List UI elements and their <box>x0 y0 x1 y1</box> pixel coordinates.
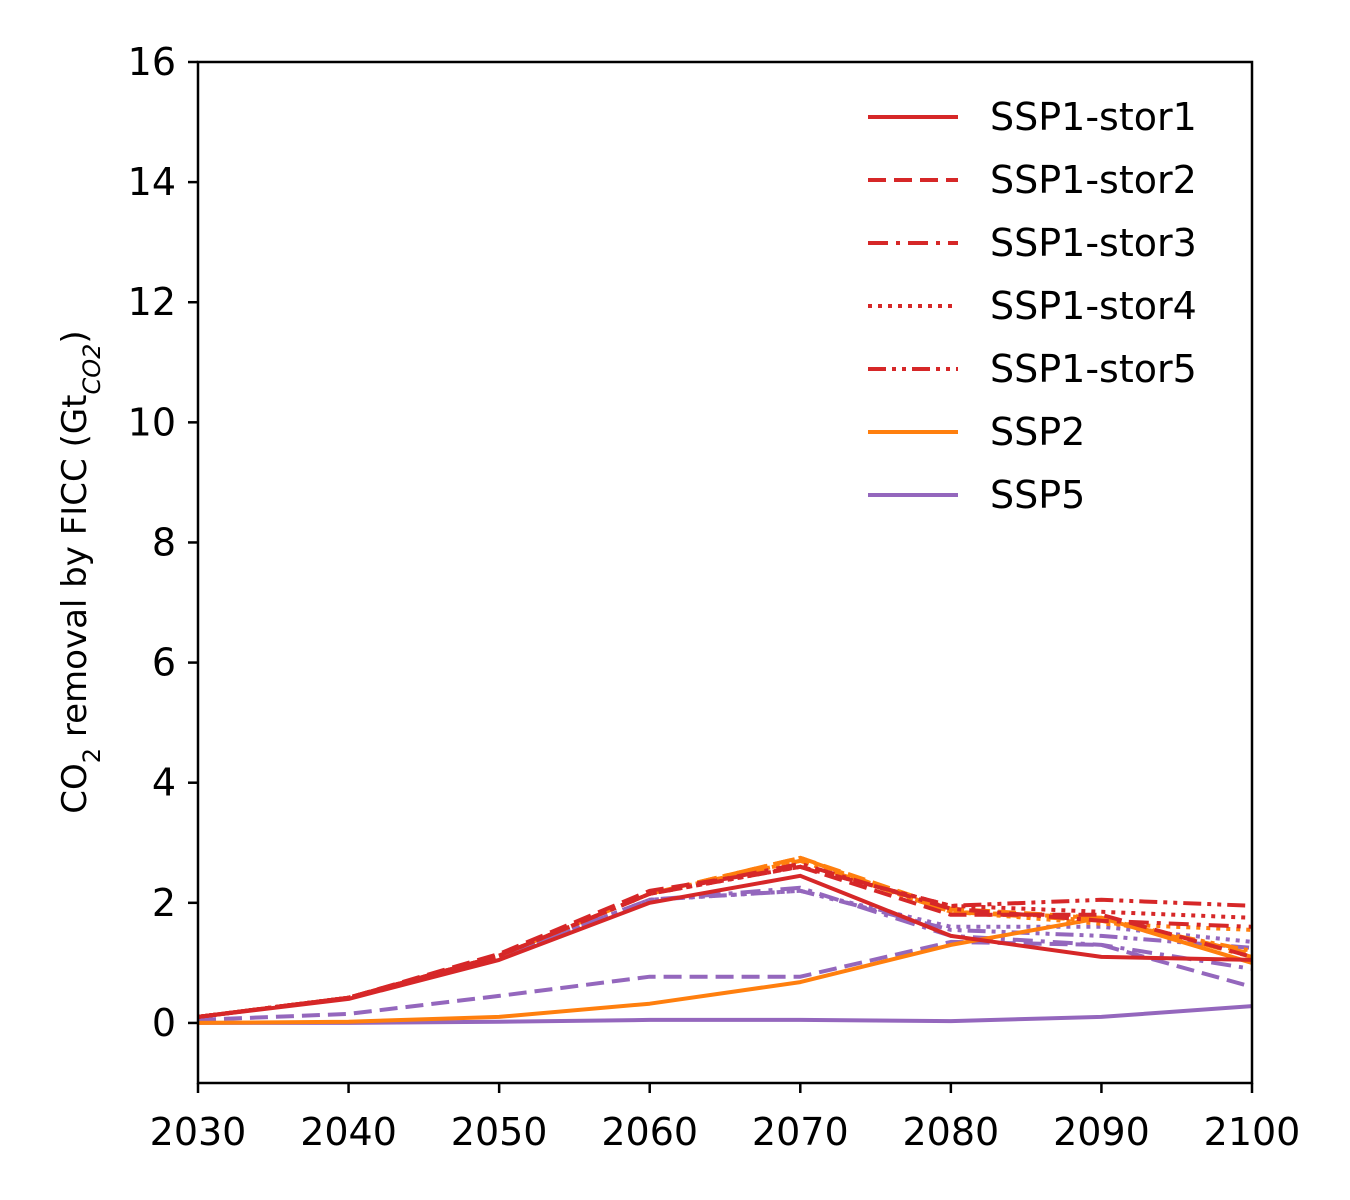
legend-label: SSP1-stor3 <box>990 221 1197 265</box>
x-tick-label: 2060 <box>601 1110 698 1154</box>
series-line <box>198 939 1252 1022</box>
x-tick-label: 2040 <box>300 1110 397 1154</box>
y-tick-label: 6 <box>152 641 176 685</box>
y-tick-label: 8 <box>152 520 176 564</box>
y-tick-label: 0 <box>152 1001 176 1045</box>
y-axis-label-prefix-sub: 2 <box>78 748 106 763</box>
y-tick-label: 16 <box>128 40 176 84</box>
y-axis-label-prefix: CO <box>55 763 95 814</box>
plot-frame <box>196 60 1254 1085</box>
y-tick-label: 4 <box>152 761 176 805</box>
legend-label: SSP1-stor5 <box>990 347 1197 391</box>
y-tick-label: 12 <box>128 280 176 324</box>
y-tick-label: 10 <box>128 400 176 444</box>
y-tick-label: 14 <box>128 160 176 204</box>
x-tick-label: 2070 <box>752 1110 849 1154</box>
x-tick-label: 2050 <box>451 1110 548 1154</box>
legend-label: SSP1-stor1 <box>990 95 1197 139</box>
x-tick-label: 2100 <box>1204 1110 1301 1154</box>
legend-label: SSP5 <box>990 473 1085 517</box>
series-line <box>198 864 1252 1019</box>
y-axis-label: CO2 removal by FICC (GtCO2) <box>55 330 106 813</box>
legend-label: SSP2 <box>990 410 1085 454</box>
legend-label: SSP1-stor4 <box>990 284 1197 328</box>
y-axis-label-suffix: ) <box>55 330 95 343</box>
plot-area <box>196 60 1254 1085</box>
y-axis-label-main: removal by FICC (Gt <box>55 394 95 747</box>
legend: SSP1-stor1 SSP1-stor2 SSP1-stor3 SSP1-stor4… <box>868 95 1197 517</box>
x-tick-label: 2030 <box>150 1110 247 1154</box>
x-tick-label: 2090 <box>1053 1110 1150 1154</box>
series-line <box>198 915 1252 1025</box>
series-layer <box>198 855 1252 1025</box>
y-axis: 0 2 4 6 8 10 12 14 16 <box>128 40 198 1045</box>
x-axis: 2030 2040 2050 2060 2070 2080 2090 2100 <box>150 1083 1301 1154</box>
series-line <box>198 864 1252 1019</box>
y-tick-label: 2 <box>152 881 176 925</box>
x-tick-label: 2080 <box>902 1110 999 1154</box>
legend-label: SSP1-stor2 <box>990 158 1197 202</box>
y-axis-label-unit-sub: CO2 <box>78 344 106 395</box>
